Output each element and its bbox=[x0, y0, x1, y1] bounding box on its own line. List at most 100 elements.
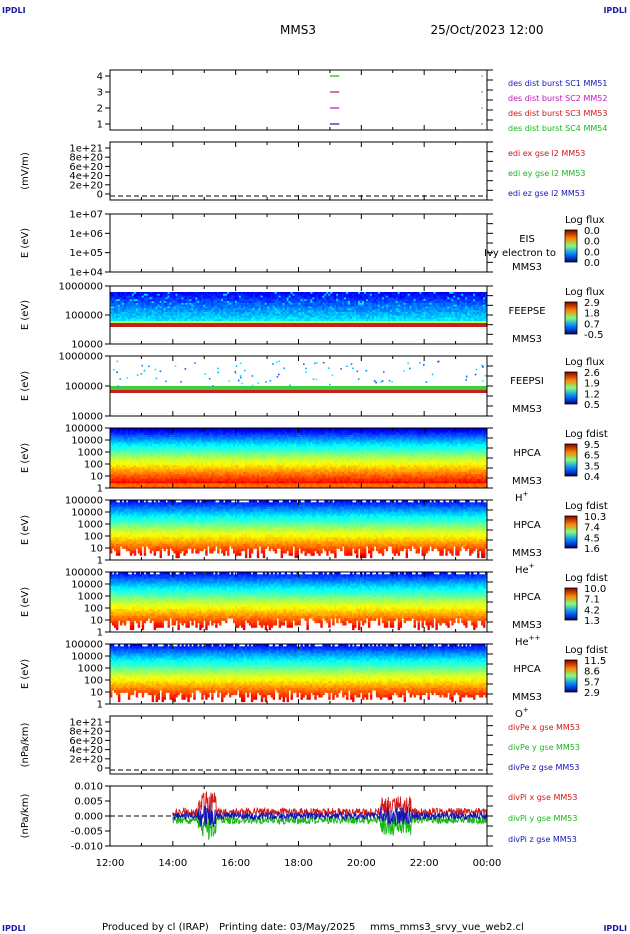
spectrogram-cell bbox=[241, 383, 243, 385]
spectrogram-cell bbox=[465, 379, 467, 381]
spectrogram-cell bbox=[277, 376, 279, 378]
spectrogram-band bbox=[110, 323, 487, 327]
colorbar-tick-label: 0.0 bbox=[584, 258, 600, 269]
spectrogram-cell bbox=[185, 368, 187, 370]
y-tick-label: 10000 bbox=[71, 340, 103, 351]
spectrogram-cell bbox=[194, 362, 196, 364]
spectrogram-cell bbox=[316, 379, 318, 381]
spectrogram-cell bbox=[289, 384, 291, 386]
colorbar-tick-label: 0.0 bbox=[584, 247, 600, 258]
spectrogram-cell bbox=[205, 373, 207, 375]
instrument-label: FEEPSE bbox=[508, 306, 545, 317]
spectrogram-cell bbox=[127, 377, 129, 379]
y-tick-label: 10000 bbox=[71, 412, 103, 423]
y-tick-label: 1000000 bbox=[58, 352, 103, 363]
legend-entry: des dist burst SC2 MM52 bbox=[508, 94, 607, 103]
y-tick-label: 1e+06 bbox=[69, 229, 103, 240]
spectrogram-cell bbox=[175, 365, 177, 367]
colorbar bbox=[565, 372, 577, 404]
spectrogram-cell bbox=[426, 381, 428, 383]
y-tick-label: 1e+07 bbox=[69, 210, 103, 221]
spectrogram-cell bbox=[141, 365, 143, 367]
spectrogram-band bbox=[110, 390, 487, 393]
date-time-title: 25/Oct/2023 12:00 bbox=[430, 23, 543, 37]
spectrogram-cell bbox=[313, 378, 315, 380]
spectrogram-cell bbox=[476, 369, 478, 371]
y-tick-label: 2 bbox=[97, 104, 103, 115]
instrument-label: EIS bbox=[519, 234, 535, 245]
spectrogram-cell bbox=[144, 370, 146, 372]
colorbar-tick-label: 1.9 bbox=[584, 379, 600, 390]
spectrogram-cell bbox=[119, 378, 121, 380]
legend-entry: edi ex gse l2 MM53 bbox=[508, 149, 585, 158]
spacecraft-label: MMS3 bbox=[512, 334, 542, 345]
spectrogram-cell bbox=[228, 380, 230, 382]
spectrogram-cell bbox=[141, 373, 143, 375]
spectrogram bbox=[110, 428, 487, 488]
spectrogram-cell bbox=[278, 374, 280, 376]
panel-5: 100000010000010000E (eV) FEEPSIMMS3Log fl… bbox=[20, 352, 605, 423]
spectrogram-cell bbox=[137, 374, 139, 376]
spectrogram bbox=[110, 361, 487, 393]
spectrogram-cell bbox=[234, 371, 236, 373]
spectrogram-cell bbox=[374, 380, 376, 382]
spectrogram-cell bbox=[332, 375, 334, 377]
spectrogram-cell bbox=[165, 381, 167, 383]
panel-frame bbox=[110, 70, 487, 130]
spectrogram-cell bbox=[240, 377, 242, 379]
colorbar bbox=[565, 230, 577, 262]
spectrogram-cell bbox=[352, 368, 354, 370]
spectrogram-cell bbox=[212, 385, 214, 387]
spectrogram-cell bbox=[252, 385, 254, 387]
spectrogram-cell bbox=[380, 381, 382, 383]
spacecraft-title: MMS3 bbox=[280, 23, 316, 37]
colorbar-tick-label: 0.5 bbox=[584, 400, 600, 411]
y-tick-label: 100000 bbox=[65, 311, 103, 322]
colorbar-title: Log flux bbox=[565, 215, 605, 226]
spectrogram bbox=[110, 292, 487, 327]
y-axis-label: (mV/m) bbox=[20, 152, 31, 190]
spectrogram-cell bbox=[481, 365, 483, 367]
legend-entry: edi ey gse l2 MM53 bbox=[508, 169, 586, 178]
spectrogram-cell bbox=[382, 380, 384, 382]
spectrogram-cell bbox=[329, 384, 331, 386]
spectrogram-cell bbox=[475, 374, 477, 376]
spectrogram-cell bbox=[217, 372, 219, 374]
colorbar-title: Log flux bbox=[565, 287, 605, 298]
spectrogram-cell bbox=[438, 361, 440, 363]
corner-logo-top-right: IPDLI bbox=[603, 6, 627, 15]
colorbar-tick-label: 1.8 bbox=[584, 309, 600, 320]
spectrogram-cell bbox=[180, 381, 182, 383]
spectrogram-cell bbox=[160, 370, 162, 372]
spectrogram-cell bbox=[432, 374, 434, 376]
y-tick-label: 1e+05 bbox=[69, 248, 103, 259]
spectrogram-cell bbox=[155, 369, 157, 371]
y-tick-label: 4 bbox=[97, 72, 103, 83]
spectrogram-band bbox=[110, 321, 487, 323]
corner-logo-top-left: IPDLI bbox=[2, 6, 26, 15]
legend-entry: des dist burst SC4 MM54 bbox=[508, 124, 607, 133]
colorbar bbox=[565, 302, 577, 334]
y-tick-label: 100000 bbox=[65, 382, 103, 393]
spectrogram-cell bbox=[409, 368, 411, 370]
spectrogram-cell bbox=[383, 371, 385, 373]
colorbar-tick-label: 2.9 bbox=[584, 298, 600, 309]
spectrogram-cell bbox=[403, 370, 405, 372]
spectrogram-cell bbox=[419, 362, 421, 364]
colorbar-tick-label: 1.2 bbox=[584, 389, 600, 400]
corner-logo-bottom-left: IPDLI bbox=[2, 924, 26, 933]
spectrogram-cell bbox=[328, 367, 330, 369]
spectrogram-cell bbox=[240, 362, 242, 364]
spectrogram-cell bbox=[113, 369, 115, 371]
spectrogram-cell bbox=[351, 363, 353, 365]
spectrogram-cell bbox=[485, 375, 487, 377]
y-tick-label: 1000000 bbox=[58, 282, 103, 293]
colorbar-title: Log flux bbox=[565, 357, 605, 368]
spectrogram-cell bbox=[340, 368, 342, 370]
spectrogram-cell bbox=[236, 365, 238, 367]
spectrogram-cell bbox=[244, 370, 246, 372]
colorbar-tick-label: 0.7 bbox=[584, 319, 600, 330]
spacecraft-label: MMS3 bbox=[512, 404, 542, 415]
spectrogram-cell bbox=[117, 385, 119, 387]
